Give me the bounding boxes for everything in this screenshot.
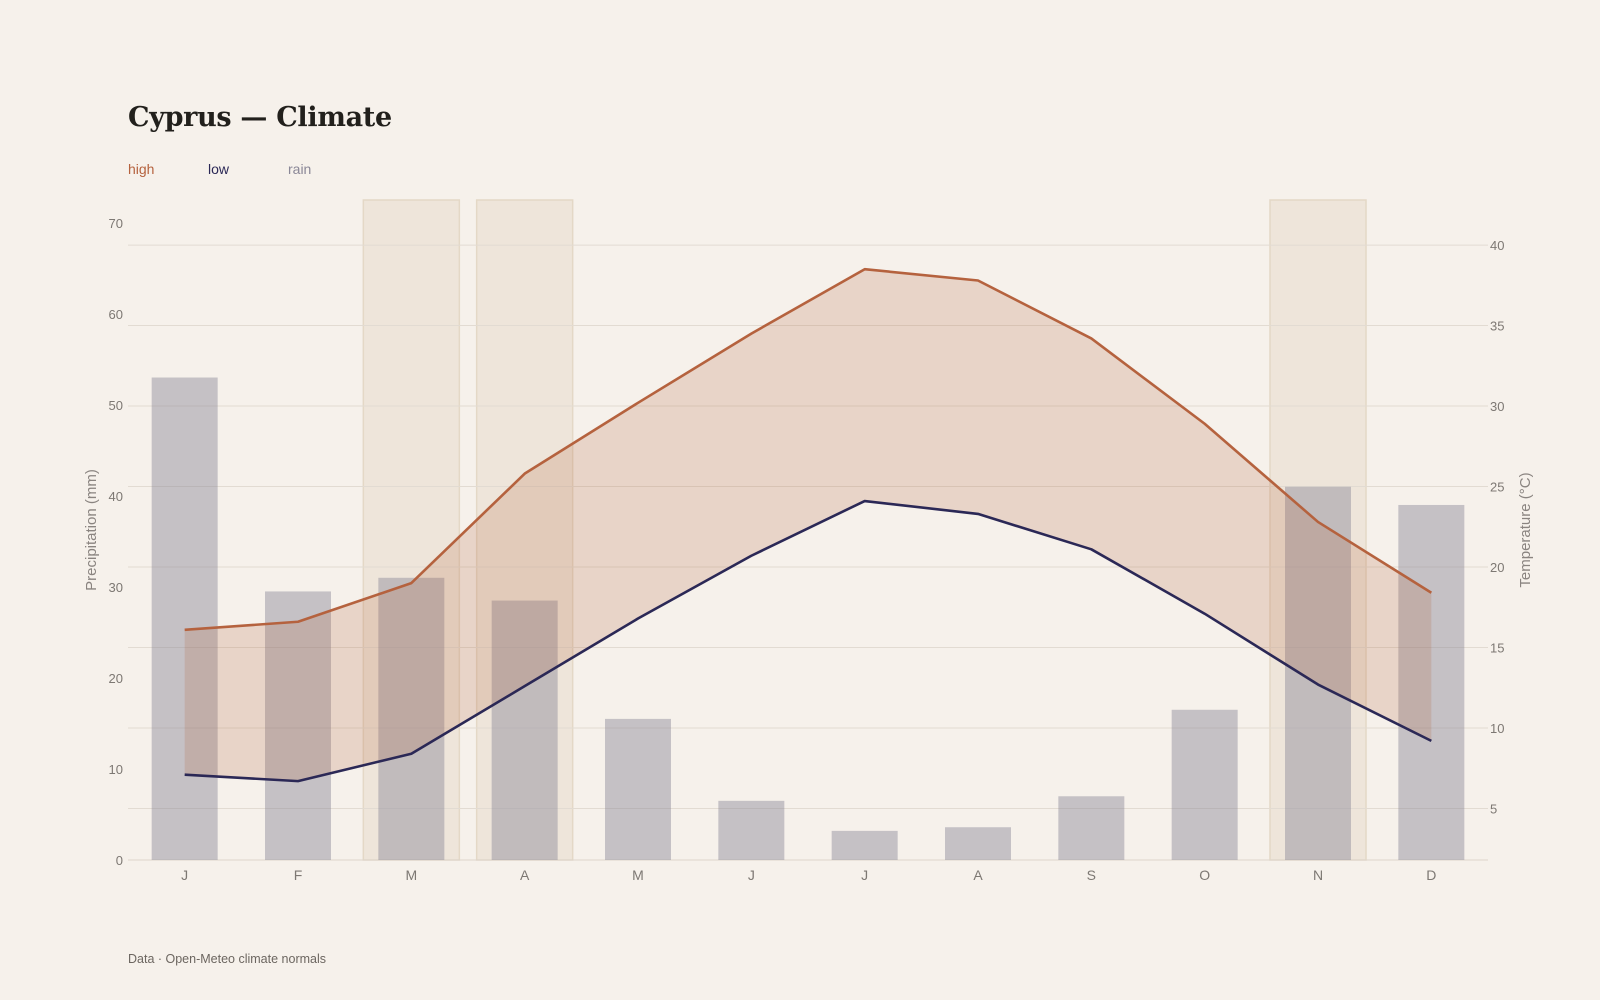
month-label: J [861, 867, 868, 883]
month-label: M [632, 867, 644, 883]
highlight-band [362, 199, 461, 861]
right-tick-label: 15 [1490, 641, 1504, 656]
left-tick-label: 0 [116, 853, 123, 868]
low-temperature-line [184, 499, 1432, 783]
right-tick-label: 35 [1490, 319, 1504, 334]
right-tick-label: 20 [1490, 560, 1504, 575]
month-label: J [181, 867, 188, 883]
rain-bar [1058, 796, 1125, 860]
axes: 5 10 15 20 25 30 35 40 0 10 20 30 40 50 60 70 J F M A M J J A S O… [83, 216, 1534, 883]
right-tick-label: 30 [1490, 399, 1504, 414]
left-tick-label: 20 [109, 671, 123, 686]
left-axis-title: Precipitation (mm) [83, 469, 100, 591]
rain-bars [151, 377, 1465, 860]
month-label: A [973, 867, 983, 883]
legend-high: high [128, 161, 155, 177]
rain-bar [378, 577, 445, 860]
temperature-range-fill [184, 269, 1432, 782]
rain-bar [265, 591, 331, 860]
left-tick-label: 40 [109, 489, 123, 504]
right-tick-label: 40 [1490, 238, 1504, 253]
source-note: Data · Open-Meteo climate normals [128, 952, 326, 966]
right-tick-label: 5 [1490, 801, 1497, 816]
month-label: D [1426, 867, 1436, 883]
rain-bar [831, 830, 898, 860]
month-label: S [1087, 867, 1096, 883]
legend-low: low [208, 161, 230, 177]
month-label: F [294, 867, 303, 883]
month-label: M [405, 867, 417, 883]
high-temperature-line [184, 267, 1433, 632]
rain-bar [1171, 709, 1238, 860]
rain-bar [1398, 504, 1465, 860]
left-tick-label: 30 [109, 580, 123, 595]
grid-lines [128, 244, 1488, 861]
left-tick-label: 60 [109, 307, 123, 322]
rain-bar [718, 800, 785, 860]
left-tick-label: 70 [109, 216, 123, 231]
chart-title: Cyprus — Climate [128, 102, 392, 133]
rain-bar [605, 718, 671, 860]
highlight-bands [362, 199, 1367, 861]
rain-bar [151, 377, 218, 860]
temperature-lines [184, 267, 1433, 783]
month-label: A [520, 867, 530, 883]
month-label: J [748, 867, 755, 883]
rain-bar [945, 827, 1011, 860]
right-axis-title: Temperature (°C) [1517, 472, 1534, 587]
rain-bar [491, 600, 558, 860]
highlight-band [1269, 199, 1367, 861]
right-tick-label: 10 [1490, 721, 1504, 736]
left-tick-label: 10 [109, 762, 123, 777]
rain-bar [1285, 486, 1351, 860]
temperature-range-area [184, 269, 1432, 782]
month-label: O [1199, 867, 1210, 883]
legend-rain: rain [288, 161, 312, 177]
highlight-band [475, 199, 574, 861]
left-tick-label: 50 [109, 398, 123, 413]
right-tick-label: 25 [1490, 480, 1504, 495]
legend: high low rain [128, 161, 368, 177]
month-label: N [1313, 867, 1323, 883]
